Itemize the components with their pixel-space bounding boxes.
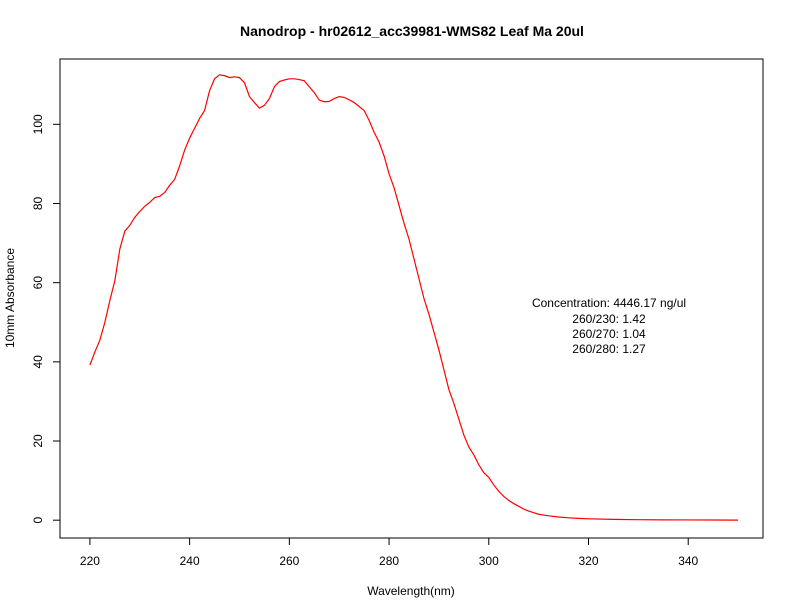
y-axis-label: 10mm Absorbance bbox=[3, 248, 17, 348]
measurement-annotations: Concentration: 4446.17 ng/ul 260/230: 1.… bbox=[532, 296, 686, 356]
absorbance-series-line bbox=[89, 74, 739, 521]
y-axis: 0 20 40 60 80 100 bbox=[31, 114, 61, 524]
y-tick-label: 100 bbox=[31, 114, 45, 134]
y-tick-label: 20 bbox=[31, 434, 45, 448]
x-axis-label: Wavelength(nm) bbox=[367, 584, 455, 598]
x-tick-label: 240 bbox=[180, 554, 200, 568]
ratio-260-230-annotation: 260/230: 1.42 bbox=[572, 312, 646, 326]
x-tick-label: 280 bbox=[379, 554, 399, 568]
y-tick-label: 60 bbox=[31, 276, 45, 290]
x-tick-label: 300 bbox=[479, 554, 499, 568]
x-tick-label: 260 bbox=[279, 554, 299, 568]
ratio-260-280-annotation: 260/280: 1.27 bbox=[572, 342, 646, 356]
ratio-260-270-annotation: 260/270: 1.04 bbox=[572, 327, 646, 341]
y-tick-label: 0 bbox=[31, 517, 45, 524]
x-tick-label: 220 bbox=[80, 554, 100, 568]
concentration-annotation: Concentration: 4446.17 ng/ul bbox=[532, 296, 686, 310]
chart-title: Nanodrop - hr02612_acc39981-WMS82 Leaf M… bbox=[240, 23, 584, 39]
x-axis: 220 240 260 280 300 320 340 bbox=[80, 537, 699, 568]
x-tick-label: 340 bbox=[678, 554, 698, 568]
y-tick-label: 80 bbox=[31, 196, 45, 210]
y-tick-label: 40 bbox=[31, 355, 45, 369]
x-tick-label: 320 bbox=[578, 554, 598, 568]
